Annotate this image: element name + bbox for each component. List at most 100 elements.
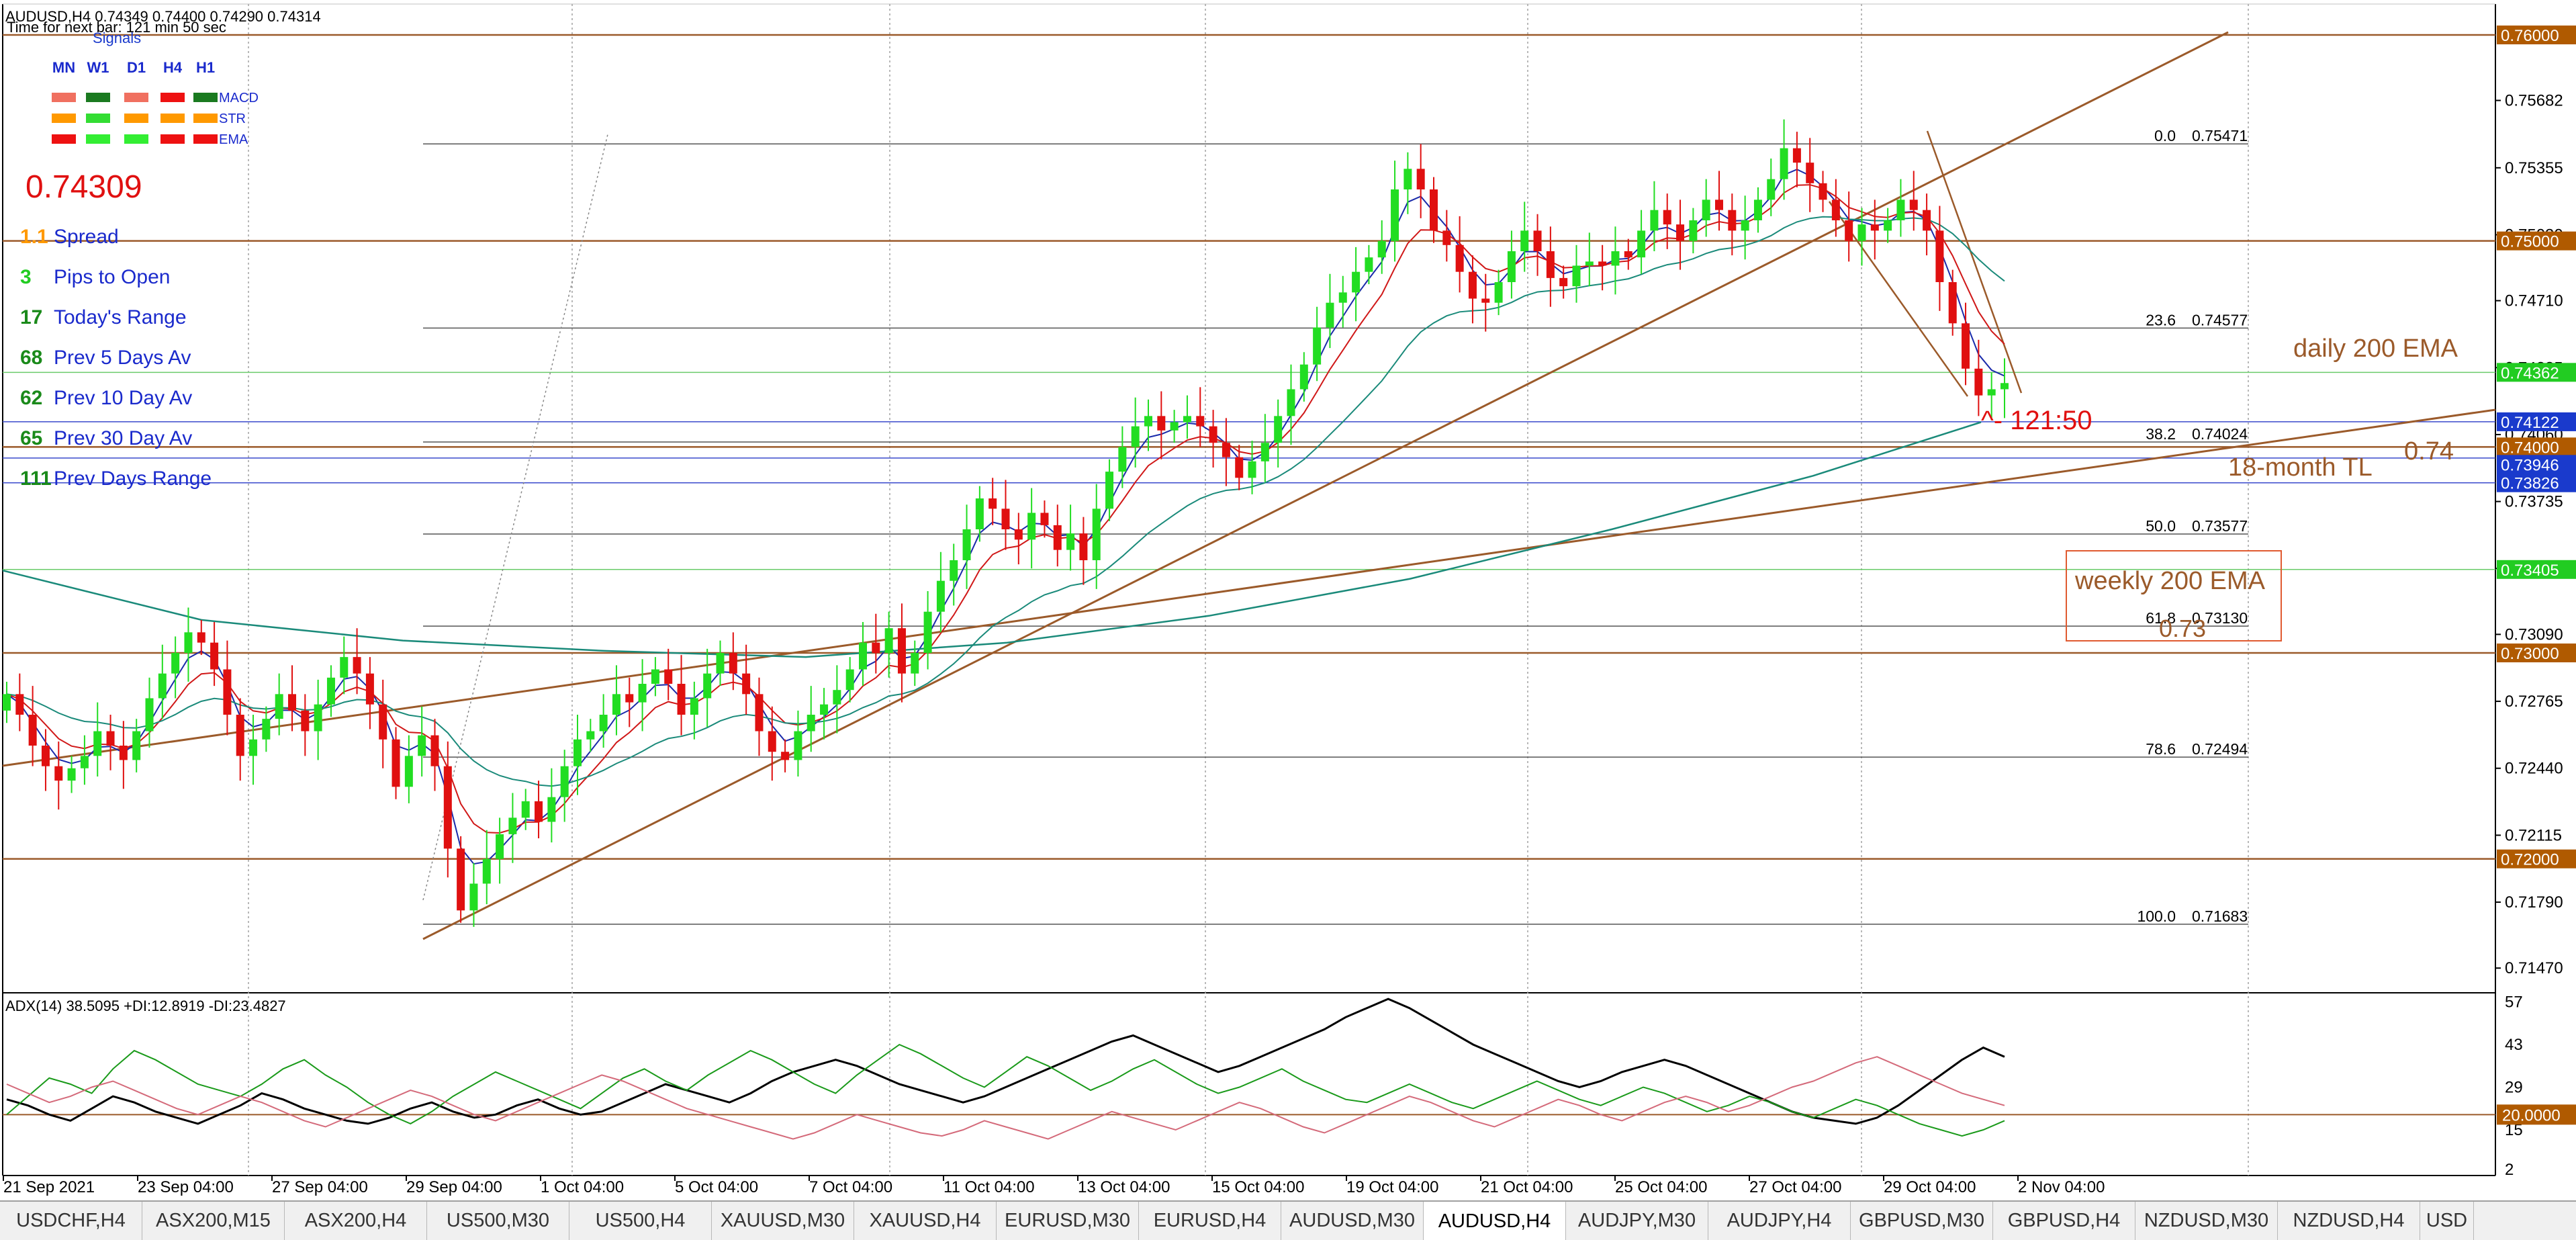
tab-nzdusd-m30[interactable]: NZDUSD,M30 xyxy=(2135,1202,2278,1240)
candle-body xyxy=(547,797,556,822)
candle-body xyxy=(716,653,725,674)
signal-column-h4: H4 xyxy=(163,59,183,76)
candle-body xyxy=(236,715,244,756)
candle-body xyxy=(1546,251,1555,278)
adx-title: ADX(14) 38.5095 +DI:12.8919 -DI:23.4827 xyxy=(5,998,286,1014)
candle-body xyxy=(379,704,387,740)
tab-xauusd-h4[interactable]: XAUUSD,H4 xyxy=(854,1202,997,1240)
candle-body xyxy=(1624,251,1632,258)
candle-body xyxy=(625,694,634,703)
level-073-label: 0.73 xyxy=(2159,615,2206,642)
candle-body xyxy=(1391,189,1399,241)
month-tl-label: 18-month TL xyxy=(2228,453,2373,482)
candle-body xyxy=(1170,422,1179,431)
candle-body xyxy=(1222,443,1230,457)
candle-body xyxy=(145,698,154,732)
tab-audjpy-h4[interactable]: AUDJPY,H4 xyxy=(1708,1202,1851,1240)
candle-body xyxy=(3,694,11,711)
price-tag xyxy=(2497,644,2576,662)
candle-body xyxy=(807,715,815,732)
price-tag xyxy=(2497,455,2576,474)
candle-body xyxy=(820,704,829,715)
stat-label: Prev Days Range xyxy=(54,468,212,490)
fib-price: 0.73130 xyxy=(2192,609,2248,627)
candle-body xyxy=(184,632,193,653)
candle-body xyxy=(897,628,906,674)
fib-price: 0.75471 xyxy=(2192,127,2248,144)
candle-body xyxy=(1896,200,1905,220)
candle-body xyxy=(223,669,232,715)
tab-us500-h4[interactable]: US500,H4 xyxy=(569,1202,712,1240)
candle-body xyxy=(457,848,465,911)
adx-tick-label: 29 xyxy=(2505,1079,2523,1097)
candle-body xyxy=(1365,257,1373,272)
candle-body xyxy=(975,498,984,529)
stat-label: Prev 5 Days Av xyxy=(54,347,191,369)
candle-body xyxy=(1585,261,1594,266)
price-tick-label: 0.72115 xyxy=(2505,826,2562,844)
signal-cell xyxy=(52,134,76,144)
stat-value: 111 xyxy=(20,468,52,490)
bar-timer: Time for next bar: 121 min 50 sec xyxy=(7,19,226,36)
signal-cell xyxy=(124,114,148,123)
signal-cell xyxy=(193,93,218,102)
candle-body xyxy=(1831,200,1840,220)
tab-eurusd-h4[interactable]: EURUSD,H4 xyxy=(1139,1202,1281,1240)
time-tick-label: 15 Oct 04:00 xyxy=(1212,1178,1304,1196)
candle-body xyxy=(1884,220,1892,231)
price-tag xyxy=(2497,437,2576,457)
candle-body xyxy=(573,739,582,766)
signal-cell xyxy=(160,93,185,102)
candle-body xyxy=(1079,533,1088,560)
signal-column-mn: MN xyxy=(52,59,75,76)
tab-asx200-h4[interactable]: ASX200,H4 xyxy=(285,1202,427,1240)
candle-body xyxy=(41,746,50,766)
tab-gbpusd-m30[interactable]: GBPUSD,M30 xyxy=(1851,1202,1993,1240)
tab-eurusd-m30[interactable]: EURUSD,M30 xyxy=(997,1202,1139,1240)
signal-cell xyxy=(193,134,218,144)
signal-cell xyxy=(160,134,185,144)
candle-body xyxy=(469,883,478,911)
candle-body xyxy=(1806,163,1814,183)
candle-body xyxy=(1780,148,1788,179)
fib-label: 23.6 xyxy=(2146,311,2176,328)
candle-body xyxy=(1845,220,1853,241)
signal-cell xyxy=(86,114,110,123)
candle-body xyxy=(430,735,439,766)
candle-body xyxy=(1209,426,1217,443)
tab-us500-m30[interactable]: US500,M30 xyxy=(427,1202,569,1240)
candle-body xyxy=(1819,183,1827,200)
signal-cell xyxy=(86,134,110,144)
time-tick-label: 13 Oct 04:00 xyxy=(1078,1178,1170,1196)
time-tick-label: 29 Sep 04:00 xyxy=(406,1178,502,1196)
candle-body xyxy=(638,684,647,703)
tab-audusd-m30[interactable]: AUDUSD,M30 xyxy=(1281,1202,1424,1240)
time-tick-label: 7 Oct 04:00 xyxy=(809,1178,892,1196)
candle-body xyxy=(1650,210,1659,231)
stat-value: 65 xyxy=(20,427,42,449)
fib-label: 38.2 xyxy=(2146,425,2176,443)
tab-usd[interactable]: USD xyxy=(2420,1202,2474,1240)
tab-gbpusd-h4[interactable]: GBPUSD,H4 xyxy=(1993,1202,2135,1240)
tab-audusd-h4[interactable]: AUDUSD,H4 xyxy=(1424,1202,1566,1240)
tab-xauusd-m30[interactable]: XAUUSD,M30 xyxy=(712,1202,854,1240)
signal-column-d1: D1 xyxy=(127,59,146,76)
candle-body xyxy=(729,653,737,674)
time-tick-label: 29 Oct 04:00 xyxy=(1884,1178,1976,1196)
price-tag-text: 0.74362 xyxy=(2501,364,2559,382)
chart-canvas[interactable]: 0.0 0.75471 23.6 0.74577 38.2 0.74024 50.0 0.73… xyxy=(0,0,2576,1200)
candle-body xyxy=(1676,224,1685,241)
tab-nzdusd-h4[interactable]: NZDUSD,H4 xyxy=(2278,1202,2420,1240)
candle-body xyxy=(1520,230,1529,251)
tab-usdchf-h4[interactable]: USDCHF,H4 xyxy=(0,1202,142,1240)
tab-asx200-m15[interactable]: ASX200,M15 xyxy=(142,1202,285,1240)
candle-body xyxy=(1494,282,1503,303)
tab-audjpy-m30[interactable]: AUDJPY,M30 xyxy=(1566,1202,1708,1240)
up-trendline xyxy=(422,31,2229,940)
candle-body xyxy=(1753,200,1762,220)
candle-body xyxy=(67,768,76,781)
weekly-ema-box xyxy=(2066,550,2282,641)
candle-body xyxy=(845,669,854,691)
horizontal-levels xyxy=(3,34,2495,860)
